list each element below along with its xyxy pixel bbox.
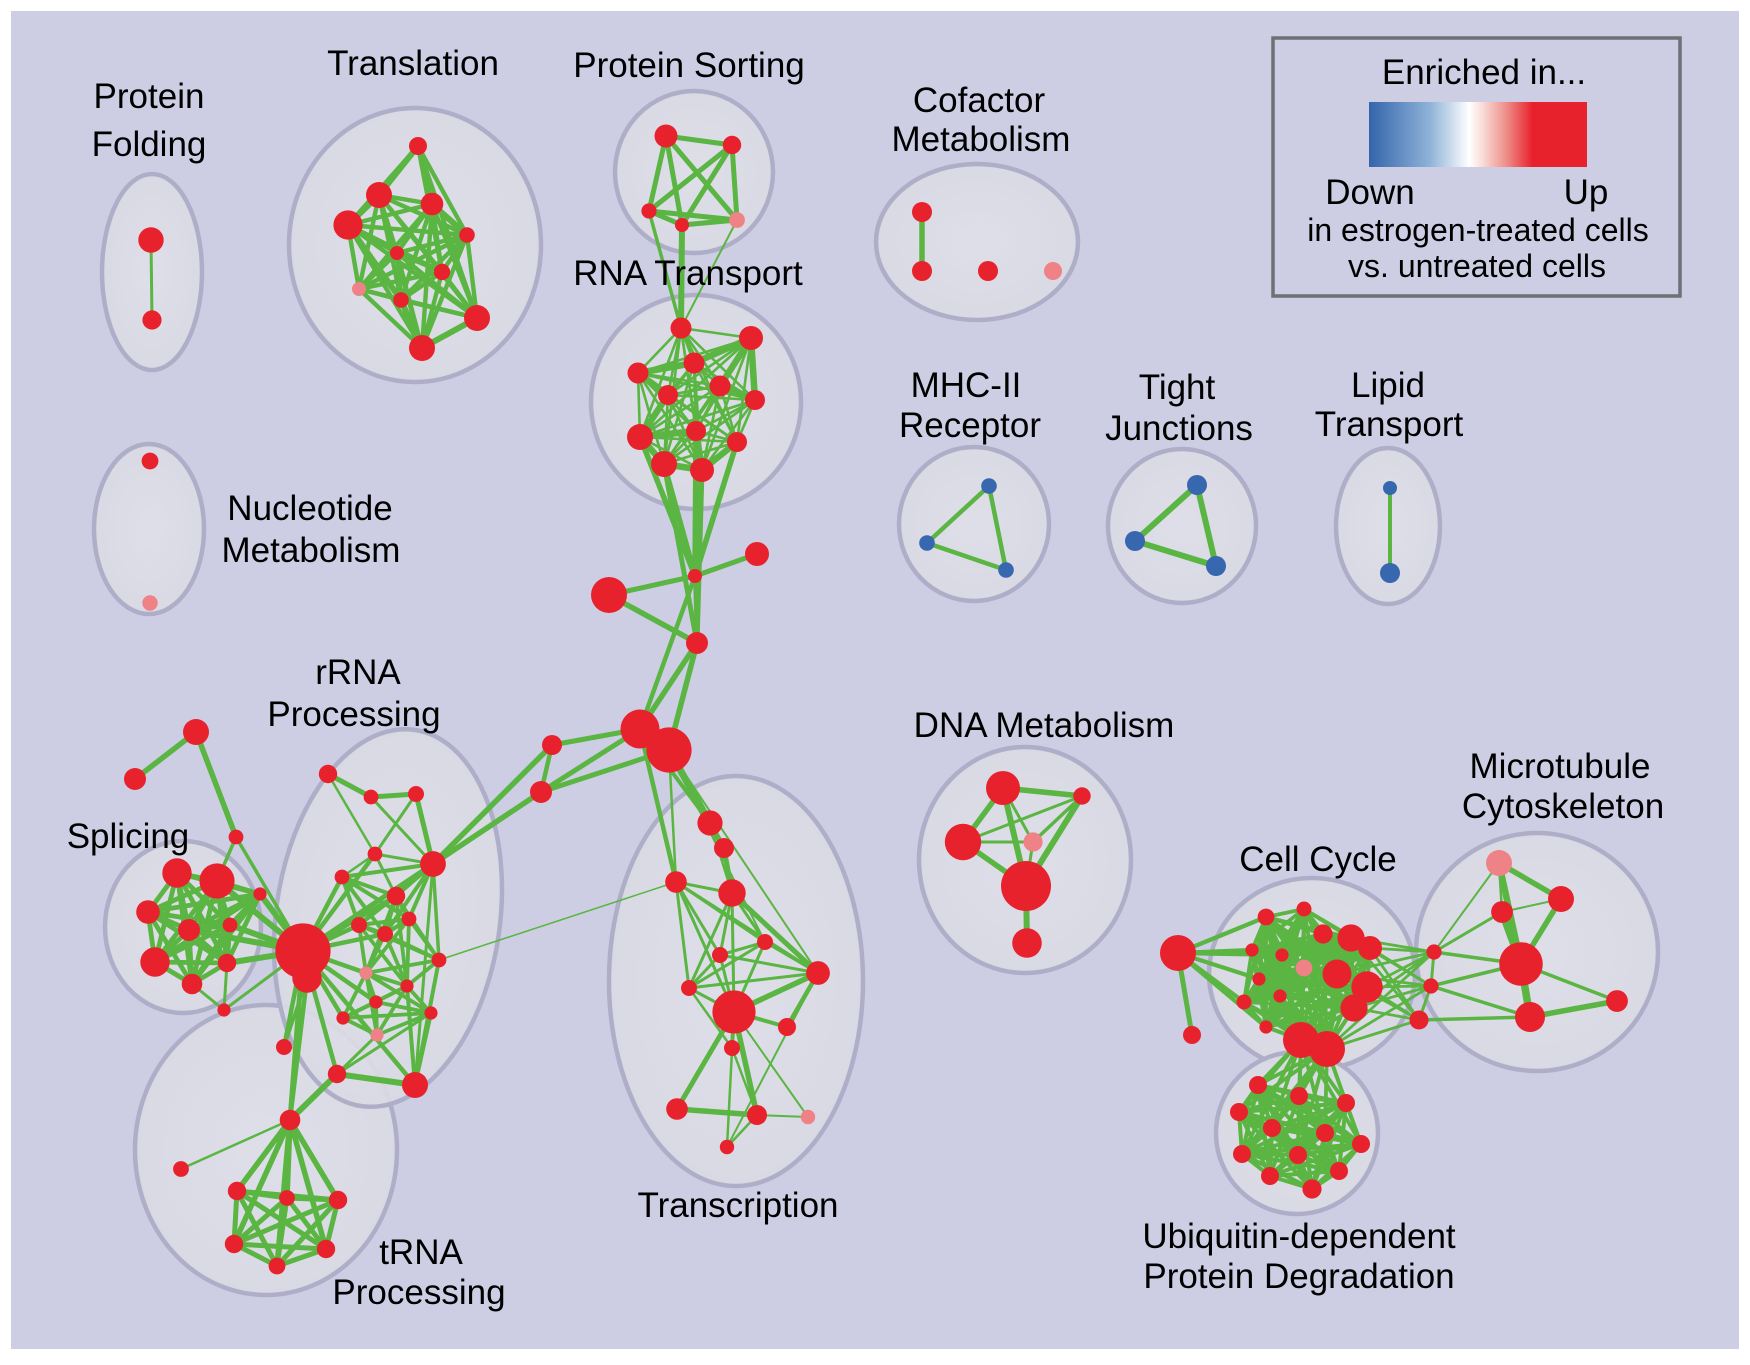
svg-text:tRNA: tRNA: [379, 1233, 463, 1272]
svg-text:Ubiquitin-dependent: Ubiquitin-dependent: [1142, 1217, 1456, 1256]
svg-text:Protein Sorting: Protein Sorting: [573, 46, 805, 85]
svg-text:Protein Degradation: Protein Degradation: [1143, 1257, 1454, 1296]
svg-text:Folding: Folding: [92, 125, 207, 164]
svg-text:Translation: Translation: [327, 44, 499, 83]
svg-text:in estrogen-treated cells: in estrogen-treated cells: [1307, 212, 1649, 248]
svg-text:Junctions: Junctions: [1105, 409, 1253, 448]
svg-text:Cytoskeleton: Cytoskeleton: [1462, 787, 1664, 826]
svg-text:Processing: Processing: [332, 1273, 505, 1312]
svg-text:Up: Up: [1564, 173, 1609, 212]
svg-text:Cell Cycle: Cell Cycle: [1239, 840, 1397, 879]
svg-text:rRNA: rRNA: [315, 653, 401, 692]
svg-text:Protein: Protein: [94, 77, 205, 116]
svg-text:Transport: Transport: [1315, 405, 1464, 444]
svg-text:Metabolism: Metabolism: [892, 120, 1071, 159]
svg-text:Down: Down: [1325, 173, 1414, 212]
svg-text:Microtubule: Microtubule: [1470, 747, 1651, 786]
svg-text:DNA Metabolism: DNA Metabolism: [914, 706, 1175, 745]
svg-text:Metabolism: Metabolism: [222, 531, 401, 570]
svg-text:MHC-II: MHC-II: [911, 366, 1022, 405]
svg-text:vs. untreated cells: vs. untreated cells: [1348, 248, 1606, 284]
svg-text:Transcription: Transcription: [638, 1186, 839, 1225]
svg-text:Receptor: Receptor: [899, 406, 1041, 445]
svg-text:Tight: Tight: [1139, 368, 1216, 407]
svg-text:RNA Transport: RNA Transport: [573, 254, 803, 293]
svg-text:Lipid: Lipid: [1351, 366, 1425, 405]
svg-text:Splicing: Splicing: [67, 817, 190, 856]
svg-text:Cofactor: Cofactor: [913, 81, 1046, 120]
svg-text:Enriched in...: Enriched in...: [1382, 53, 1586, 92]
svg-text:Processing: Processing: [267, 695, 440, 734]
svg-text:Nucleotide: Nucleotide: [227, 489, 392, 528]
